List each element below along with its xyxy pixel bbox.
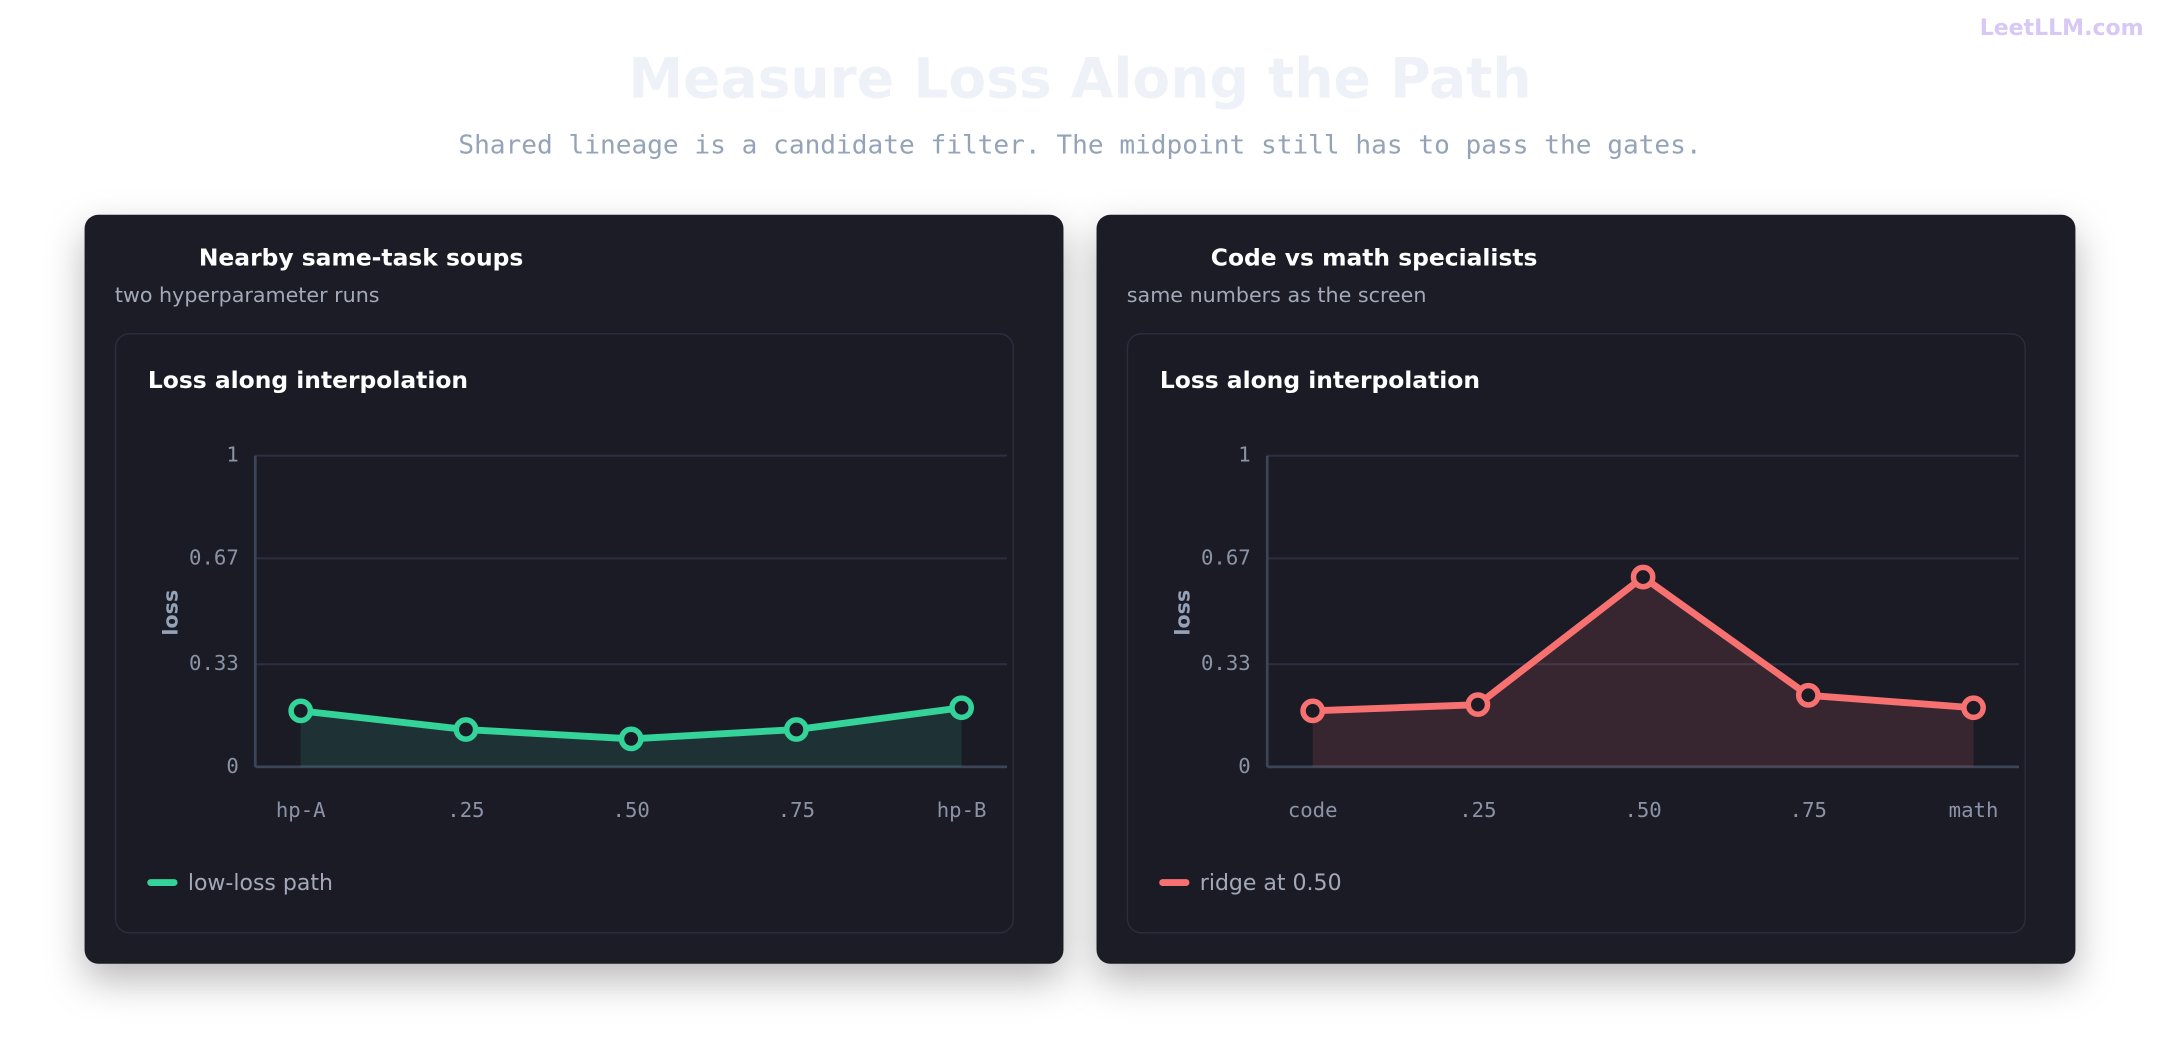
page-subtitle: Shared lineage is a candidate filter. Th… xyxy=(458,130,1701,160)
area xyxy=(1312,577,1974,767)
x-tick-label: .25 xyxy=(1459,798,1496,822)
y-tick-label: 1 xyxy=(226,443,238,467)
x-tick-label: .50 xyxy=(1624,798,1661,822)
point xyxy=(618,726,644,752)
point xyxy=(1465,692,1491,718)
chart-card: Code vs math specialists same numbers as … xyxy=(1096,214,2076,964)
x-tick-label: code xyxy=(1288,798,1338,822)
y-axis-label: loss xyxy=(1170,590,1194,636)
brand: LeetLLM.com xyxy=(1980,16,2144,41)
y-tick-label: 0 xyxy=(226,754,238,778)
chart-title: Loss along interpolation xyxy=(148,366,468,394)
point xyxy=(949,695,974,721)
card-subtitle: same numbers as the screen xyxy=(1127,283,1427,307)
point xyxy=(288,698,314,724)
y-tick-label: 0.33 xyxy=(1201,651,1251,675)
x-tick-label: .75 xyxy=(778,798,815,822)
point xyxy=(1300,698,1326,724)
x-tick-label: .50 xyxy=(613,798,650,822)
x-tick-label: .75 xyxy=(1790,798,1827,822)
y-tick-label: 0.67 xyxy=(189,545,239,569)
x-tick-label: hp-A xyxy=(276,798,326,822)
point xyxy=(1961,695,1986,721)
point xyxy=(453,717,479,742)
chart-panel xyxy=(114,333,1014,934)
y-tick-label: 0 xyxy=(1238,754,1250,778)
point xyxy=(1795,682,1821,708)
area xyxy=(300,707,962,767)
y-tick-label: 1 xyxy=(1238,443,1250,467)
y-tick-label: 0.33 xyxy=(189,651,239,675)
chart-panel xyxy=(1126,333,2026,934)
y-tick-label: 0.67 xyxy=(1201,545,1251,569)
legend-label: ridge at 0.50 xyxy=(1200,871,1342,896)
page-title: Measure Loss Along the Path xyxy=(628,47,1531,111)
point xyxy=(1630,564,1656,590)
y-axis-label: loss xyxy=(158,590,182,636)
x-tick-label: math xyxy=(1949,798,1999,822)
chart-card: Nearby same-task soups two hyperparameter… xyxy=(84,214,1064,964)
chart-title: Loss along interpolation xyxy=(1160,366,1480,394)
card-title: Nearby same-task soups xyxy=(199,243,523,271)
point xyxy=(783,717,809,742)
x-tick-label: hp-B xyxy=(937,798,987,822)
legend-label: low-loss path xyxy=(188,871,333,896)
card-title: Code vs math specialists xyxy=(1211,243,1538,271)
x-tick-label: .25 xyxy=(447,798,484,822)
card-subtitle: two hyperparameter runs xyxy=(115,283,380,307)
